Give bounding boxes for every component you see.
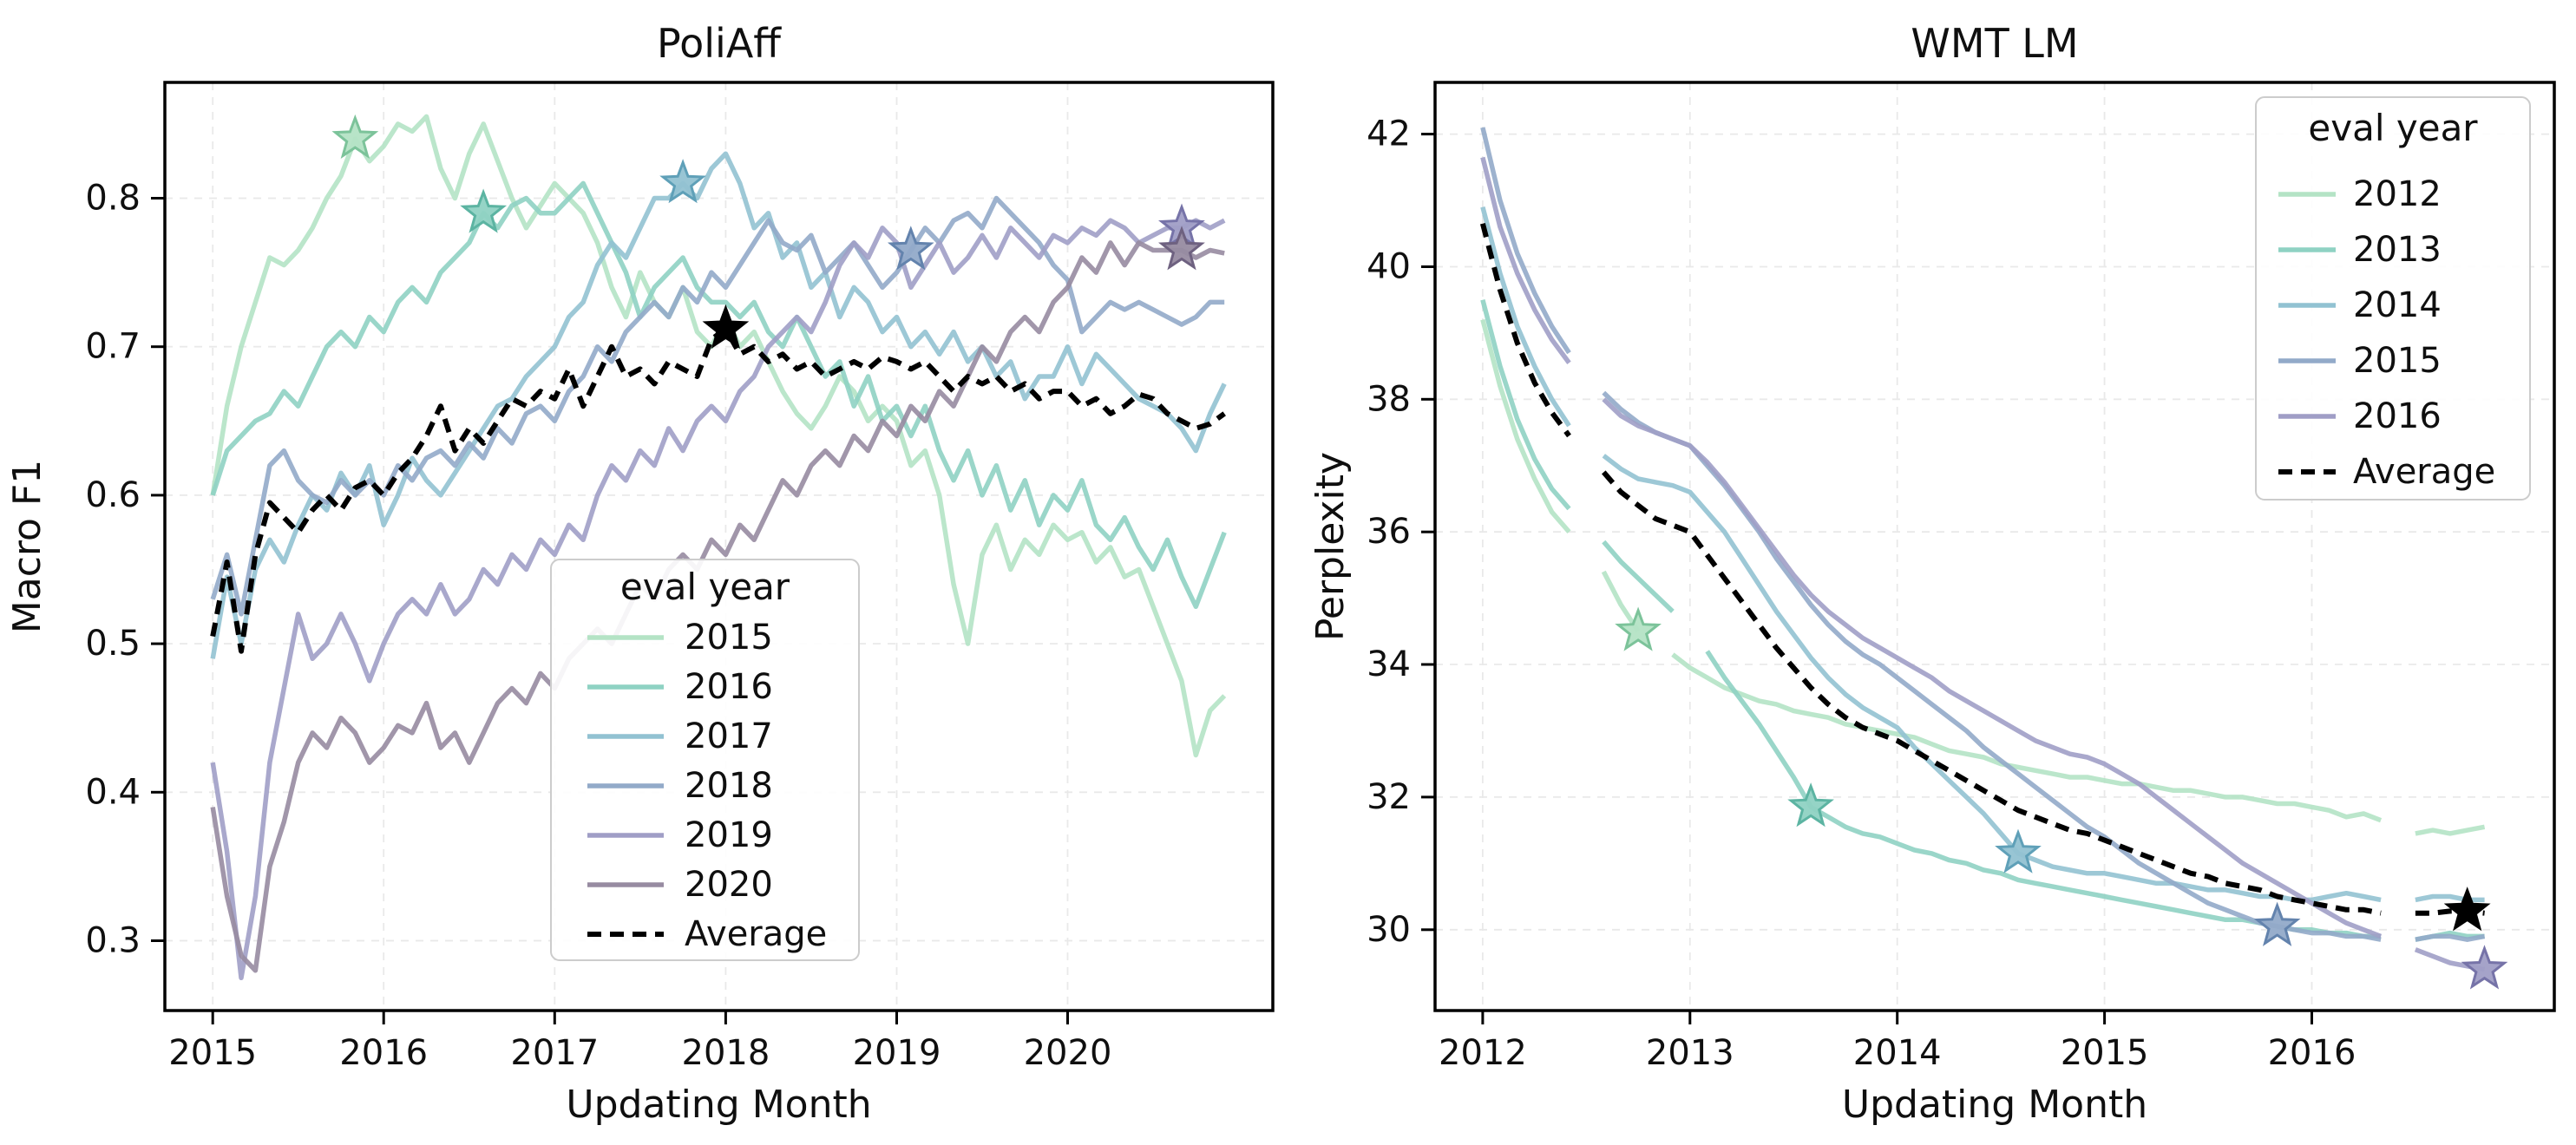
poliaff-legend-label-2019: 2019 <box>685 815 773 855</box>
wmt-star-marker-2015 <box>2253 901 2301 946</box>
poliaff-star-marker-2016 <box>460 188 508 233</box>
wmt-legend-label-2013: 2013 <box>2353 230 2442 270</box>
wmt-series-line-2014 <box>1480 206 2485 903</box>
wmt-ytick-label-34: 34 <box>1367 644 1411 684</box>
poliaff-xtick-label-2018: 2018 <box>682 1033 770 1073</box>
poliaff-plot-frame <box>163 81 1275 1012</box>
wmt-ytick-label-42: 42 <box>1367 114 1411 154</box>
poliaff-ytick-label-0.5: 0.5 <box>85 624 141 664</box>
wmt-series-line-2013 <box>1480 299 2485 942</box>
wmt-legend-title: eval year <box>2308 107 2478 149</box>
poliaff-series-line-2016 <box>210 180 1227 610</box>
wmt-ytick-label-38: 38 <box>1367 379 1411 419</box>
poliaff-legend-label-2018: 2018 <box>685 766 773 806</box>
poliaff-legend-label-average: Average <box>685 914 827 954</box>
wmt-legend-label-2014: 2014 <box>2353 285 2442 325</box>
wmt-xtick-label-2012: 2012 <box>1439 1033 1527 1073</box>
poliaff-series-line-2020 <box>210 240 1225 973</box>
poliaff-yaxis-label: Macro F1 <box>5 460 49 633</box>
poliaff-ytick-label-0.4: 0.4 <box>85 772 141 812</box>
wmt-legend-label-2015: 2015 <box>2353 341 2442 381</box>
poliaff-title: PoliAff <box>657 20 782 67</box>
poliaff-xtick-label-2017: 2017 <box>510 1033 599 1073</box>
poliaff-star-marker-2017 <box>659 159 706 204</box>
poliaff-legend-label-2017: 2017 <box>685 716 773 756</box>
wmt-ytick-label-30: 30 <box>1367 910 1411 950</box>
wmt-ytick-label-40: 40 <box>1367 247 1411 287</box>
wmt-legend-label-average: Average <box>2353 452 2495 492</box>
poliaff-legend-label-2015: 2015 <box>685 618 773 658</box>
wmt-legend-box <box>2255 96 2531 501</box>
poliaff-series-line-2018 <box>210 195 1225 617</box>
wmt-star-marker-2016 <box>2461 945 2508 990</box>
poliaff-series-line-2019 <box>210 218 1226 981</box>
poliaff-legend: eval year 2015 2016 2017 2018 2019 2020 Average <box>550 559 860 961</box>
wmt-legend-label-2016: 2016 <box>2353 396 2442 436</box>
poliaff-xtick-label-2019: 2019 <box>853 1033 941 1073</box>
wmt-ytick-label-36: 36 <box>1367 512 1411 552</box>
wmt-legend: eval year 2012 2013 2014 2015 2016 Average <box>2255 96 2531 501</box>
poliaff-ytick-label-0.3: 0.3 <box>85 921 141 961</box>
poliaff-ytick-label-0.6: 0.6 <box>85 475 141 515</box>
poliaff-xtick-label-2020: 2020 <box>1024 1033 1112 1073</box>
poliaff-legend-box <box>550 559 860 961</box>
wmt-ytick-label-32: 32 <box>1367 777 1411 817</box>
wmt-star-marker-2013 <box>1787 782 1834 828</box>
wmt-legend-label-2012: 2012 <box>2353 174 2442 214</box>
wmt-star-marker-2014 <box>1995 828 2042 873</box>
poliaff-star-marker-2015 <box>331 114 379 159</box>
wmt-xaxis-label: Updating Month <box>1842 1083 2147 1127</box>
poliaff-ytick-label-0.7: 0.7 <box>85 327 141 367</box>
poliaff-legend-title: eval year <box>620 566 790 608</box>
wmt-plot-frame <box>1433 81 2556 1012</box>
wmt-star-marker-average <box>2443 887 2491 932</box>
poliaff-series-line-2017 <box>210 151 1227 659</box>
poliaff-xaxis-label: Updating Month <box>566 1083 871 1127</box>
wmt-title: WMT LM <box>1911 20 2078 67</box>
poliaff-xtick-label-2015: 2015 <box>168 1033 257 1073</box>
wmt-xtick-label-2016: 2016 <box>2268 1033 2356 1073</box>
poliaff-xtick-label-2016: 2016 <box>339 1033 428 1073</box>
wmt-yaxis-label: Perplexity <box>1308 452 1353 641</box>
wmt-xtick-label-2013: 2013 <box>1646 1033 1734 1073</box>
wmt-xtick-label-2015: 2015 <box>2061 1033 2149 1073</box>
poliaff-star-marker-2018 <box>887 226 934 271</box>
poliaff-star-marker-2020 <box>1158 226 1205 271</box>
poliaff-legend-label-2016: 2016 <box>685 667 773 707</box>
wmt-star-marker-2012 <box>1615 606 1662 651</box>
poliaff-ytick-label-0.8: 0.8 <box>85 179 141 219</box>
wmt-series-line-2012 <box>1480 318 2486 836</box>
poliaff-star-marker-average <box>702 304 750 350</box>
wmt-xtick-label-2014: 2014 <box>1853 1033 1942 1073</box>
poliaff-legend-label-2020: 2020 <box>685 865 773 905</box>
